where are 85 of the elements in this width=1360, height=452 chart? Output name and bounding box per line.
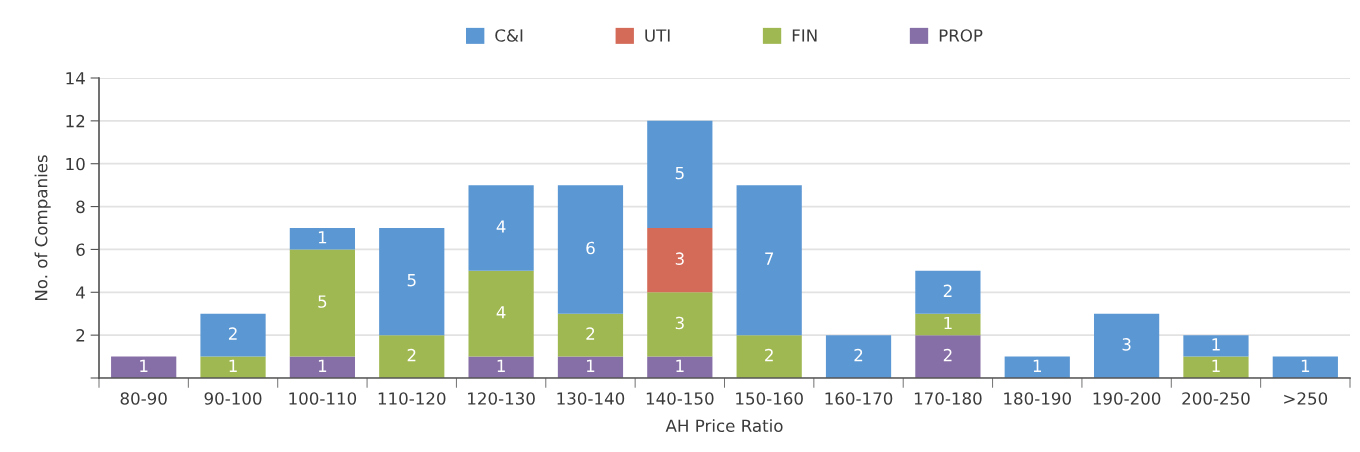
y-tick-label: 2 [76, 329, 85, 342]
x-tick-label: 140-150 [646, 392, 714, 405]
bar [1093, 313, 1160, 378]
bar [647, 228, 713, 293]
bar [379, 335, 445, 378]
bar [1183, 335, 1249, 357]
bar [289, 356, 356, 378]
x-tick-label: 190-200 [1093, 392, 1161, 405]
bar [647, 292, 713, 357]
bar [647, 120, 713, 228]
legend-label: UTI [645, 29, 670, 42]
x-tick-label: 170-180 [914, 392, 982, 405]
y-tick-label: 12 [66, 114, 85, 128]
data-label: 6 [586, 241, 595, 255]
legend-label: C&I [495, 29, 523, 42]
bar [1004, 356, 1070, 378]
y-tick-label: 8 [76, 200, 85, 214]
bar [289, 249, 356, 357]
x-tick-label: 100-110 [289, 392, 357, 405]
x-tick-label: 80-90 [120, 392, 167, 405]
bar [915, 270, 981, 314]
data-label: 1 [318, 359, 327, 372]
data-label: 1 [586, 359, 595, 372]
y-tick-label: 4 [76, 286, 85, 299]
data-label: 2 [943, 348, 952, 362]
data-label: 2 [407, 348, 416, 362]
data-label: 3 [675, 252, 684, 265]
data-label: 2 [943, 284, 952, 297]
y-axis-title: No. of Companies [34, 155, 51, 301]
data-label: 1 [944, 316, 952, 330]
bar [468, 356, 534, 378]
bar [468, 185, 534, 271]
x-tick-label: 120-130 [468, 392, 535, 405]
data-label: 5 [407, 274, 416, 287]
data-label: 1 [497, 359, 505, 372]
bar [557, 313, 624, 357]
y-tick-label: 14 [66, 72, 85, 85]
bar [736, 335, 802, 378]
bar [289, 228, 356, 250]
data-label: 1 [318, 231, 327, 244]
bar [200, 313, 266, 357]
bar [557, 185, 624, 314]
x-tick-label: 130-140 [557, 392, 625, 405]
data-label: 7 [765, 252, 774, 265]
data-label: 1 [1212, 359, 1220, 372]
bar [1183, 356, 1249, 378]
data-label: 5 [675, 166, 684, 180]
x-tick-label: 160-170 [825, 392, 893, 405]
y-tick-label: 6 [76, 243, 85, 256]
data-label: 1 [1212, 338, 1220, 351]
bar [915, 335, 981, 378]
data-label: 2 [228, 327, 237, 340]
bar [647, 356, 713, 378]
data-label: 1 [1301, 359, 1310, 372]
data-label: 2 [854, 348, 863, 362]
x-tick-label: 180-190 [1004, 392, 1071, 405]
data-label: 2 [586, 327, 595, 340]
y-tick-label: 10 [66, 157, 85, 171]
data-label: 1 [676, 359, 684, 372]
data-label: 3 [675, 316, 684, 330]
data-label: 4 [496, 306, 506, 319]
bar [111, 356, 177, 378]
data-label: 1 [229, 359, 237, 372]
bar [557, 356, 624, 378]
bar [825, 335, 892, 378]
bar [468, 270, 534, 357]
x-axis-title: AH Price Ratio [665, 419, 783, 433]
bar [1272, 356, 1338, 378]
bar [379, 228, 445, 336]
x-tick-label: 150-160 [736, 392, 803, 405]
x-tick-label: >250 [1284, 392, 1328, 405]
data-label: 1 [1033, 359, 1042, 372]
data-label: 4 [496, 220, 506, 233]
x-tick-label: 200-250 [1182, 392, 1250, 405]
legend-label: FIN [792, 29, 817, 42]
data-label: 5 [318, 295, 327, 308]
bar [736, 185, 802, 336]
data-label: 2 [765, 348, 773, 362]
x-tick-label: 90-100 [204, 392, 262, 405]
x-tick-label: 110-120 [378, 392, 446, 405]
bar [200, 356, 266, 378]
bar [915, 313, 981, 336]
data-label: 1 [140, 359, 148, 372]
legend-label: PROP [939, 29, 983, 42]
data-label: 3 [1122, 338, 1131, 351]
